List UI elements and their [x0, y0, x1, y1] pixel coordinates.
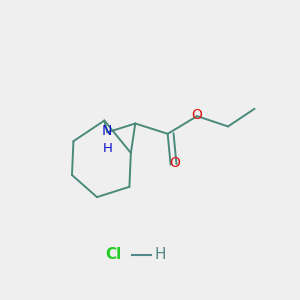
Text: O: O [192, 108, 203, 122]
Text: H: H [102, 142, 112, 155]
Text: O: O [169, 156, 181, 170]
Text: H: H [154, 247, 166, 262]
Text: N: N [102, 124, 112, 138]
Text: Cl: Cl [105, 247, 121, 262]
